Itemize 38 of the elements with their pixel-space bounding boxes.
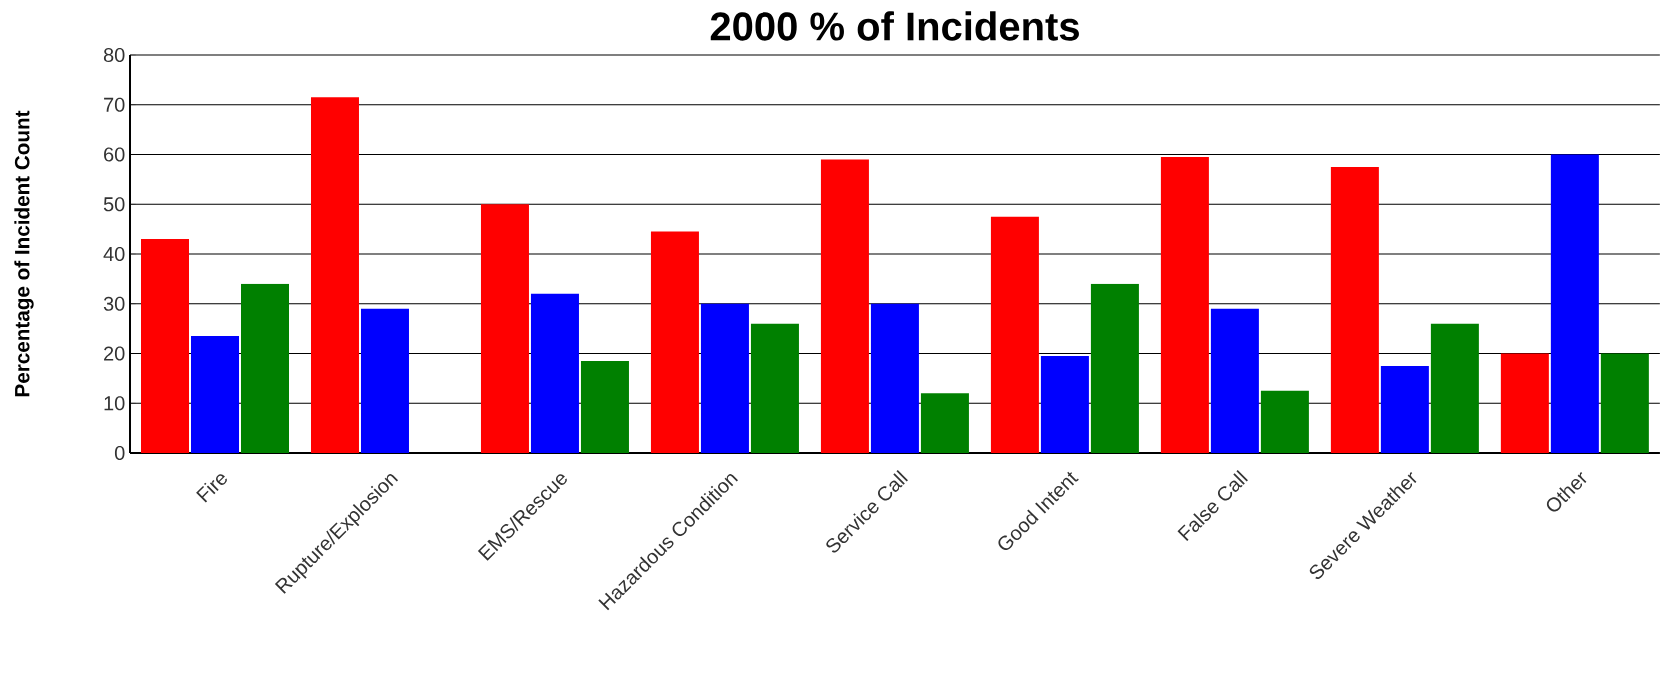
y-tick-label: 40 [103,246,125,261]
y-tick-label: 50 [103,197,125,212]
bar [580,360,629,453]
bar [870,303,919,453]
bar [241,283,289,453]
bar [750,323,799,453]
y-tick-label: 80 [103,47,125,62]
bar [1260,390,1309,453]
bar [920,393,969,453]
bar [141,238,189,453]
bar [1090,283,1139,453]
bar [310,97,359,453]
chart-title: 2000 % of Incidents [710,11,1079,41]
y-tick-label: 60 [104,147,125,162]
bar [1040,355,1089,453]
bar [1600,353,1649,453]
y-tick-label: 70 [104,97,125,112]
y-tick-label: 10 [104,396,125,411]
bar [1500,353,1549,453]
bar [650,231,699,453]
bar [1160,156,1209,453]
bar [360,308,409,453]
y-tick-label: 20 [104,346,125,361]
bar [1380,365,1429,453]
y-tick-label: 30 [103,296,125,311]
x-tick-label: Fire [196,474,227,503]
bar [700,303,749,453]
bar [990,216,1039,453]
bar [1210,308,1259,453]
y-axis-title: Percentage of Incident Count [14,110,34,396]
bar [530,293,579,453]
bar [480,204,529,453]
bar [1330,166,1379,453]
bar [191,335,239,453]
bar [1550,154,1599,453]
y-tick-label: 0 [114,445,125,460]
bar [1430,323,1479,453]
bar [820,159,869,453]
